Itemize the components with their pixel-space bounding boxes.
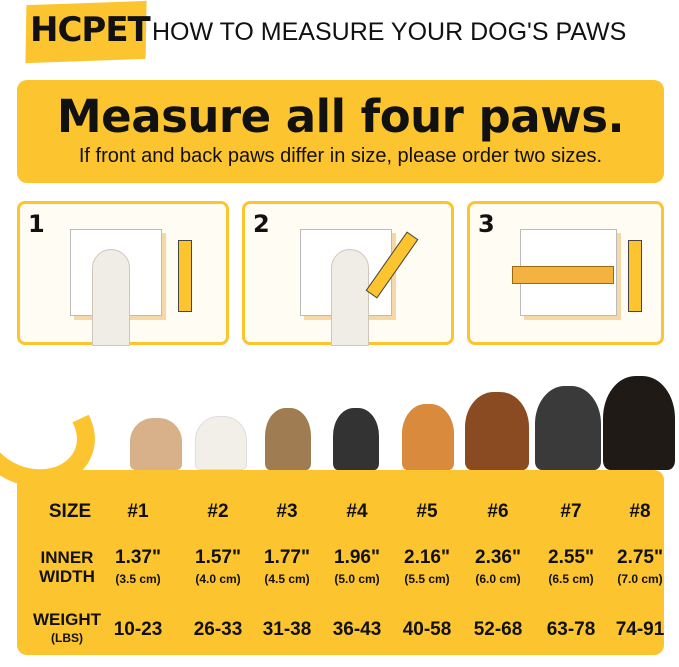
weight-range: 52-68: [473, 619, 523, 640]
size-label: #2: [207, 501, 229, 522]
size-label: #8: [629, 501, 651, 522]
weight-range: 36-43: [332, 619, 382, 640]
step-number: 1: [28, 210, 45, 238]
inner-width-cm: (6.5 cm): [548, 572, 594, 586]
ruler-icon: [512, 266, 614, 284]
inner-width-cm: (7.0 cm): [617, 572, 663, 586]
step-number: 3: [478, 210, 495, 238]
inner-width-inches: 1.96": [334, 547, 380, 568]
step-1: 1: [17, 201, 229, 346]
size-chart: SIZE INNER WIDTH WEIGHT (LBS) #1 1.37" (3.…: [17, 470, 664, 655]
inner-width-cm: (5.0 cm): [334, 572, 380, 586]
size-label: #4: [346, 501, 368, 522]
row-label-inner-width: INNER WIDTH: [39, 548, 95, 586]
brand-logo: HCPET: [30, 10, 151, 50]
step-2: 2: [242, 201, 454, 346]
paw-illustration: [331, 249, 369, 346]
pencil-icon: [178, 240, 192, 312]
pencil-icon: [628, 240, 642, 312]
label-line: WIDTH: [39, 567, 95, 586]
inner-width-inches: 2.36": [475, 547, 521, 568]
weight-range: 26-33: [193, 619, 243, 640]
row-label-size: SIZE: [48, 501, 92, 522]
inner-width-inches: 2.75": [617, 547, 663, 568]
size-label: #6: [487, 501, 509, 522]
size-label: #3: [276, 501, 298, 522]
dog-aussie-image: [465, 392, 529, 470]
weight-range: 10-23: [113, 619, 163, 640]
dog-bichon-image: [195, 416, 247, 470]
weight-range: 74-91: [615, 619, 665, 640]
size-label: #5: [416, 501, 438, 522]
inner-width-cm: (5.5 cm): [404, 572, 450, 586]
row-label-weight: WEIGHT (LBS): [33, 610, 101, 648]
page-title: HOW TO MEASURE YOUR DOG'S PAWS: [152, 18, 627, 46]
step-3: 3: [467, 201, 664, 345]
label-line: INNER: [40, 548, 94, 567]
inner-width-inches: 1.57": [195, 547, 241, 568]
weight-range: 31-38: [262, 619, 312, 640]
dog-husky-image: [535, 386, 601, 470]
label-line: WEIGHT: [33, 610, 101, 629]
dog-rottweiler-image: [603, 376, 675, 470]
paw-illustration: [92, 249, 130, 346]
dog-lineup: [0, 370, 679, 470]
weight-range: 40-58: [402, 619, 452, 640]
inner-width-inches: 2.55": [548, 547, 594, 568]
dog-schnauzer-image: [333, 408, 379, 470]
inner-width-inches: 2.16": [404, 547, 450, 568]
inner-width-cm: (6.0 cm): [475, 572, 521, 586]
subtext: If front and back paws differ in size, p…: [78, 145, 603, 167]
inner-width-inches: 1.37": [115, 547, 161, 568]
dog-yorkie-image: [265, 408, 311, 470]
label-unit: (LBS): [51, 631, 83, 645]
size-label: #7: [560, 501, 582, 522]
step-number: 2: [253, 210, 270, 238]
inner-width-inches: 1.77": [264, 547, 310, 568]
dog-shiba-image: [402, 404, 454, 470]
weight-range: 63-78: [546, 619, 596, 640]
instruction-banner: Measure all four paws. If front and back…: [17, 80, 664, 183]
inner-width-cm: (3.5 cm): [115, 572, 161, 586]
headline: Measure all four paws.: [56, 90, 625, 143]
size-label: #1: [127, 501, 149, 522]
inner-width-cm: (4.5 cm): [264, 572, 310, 586]
dog-chihuahua-image: [130, 418, 182, 470]
inner-width-cm: (4.0 cm): [195, 572, 241, 586]
